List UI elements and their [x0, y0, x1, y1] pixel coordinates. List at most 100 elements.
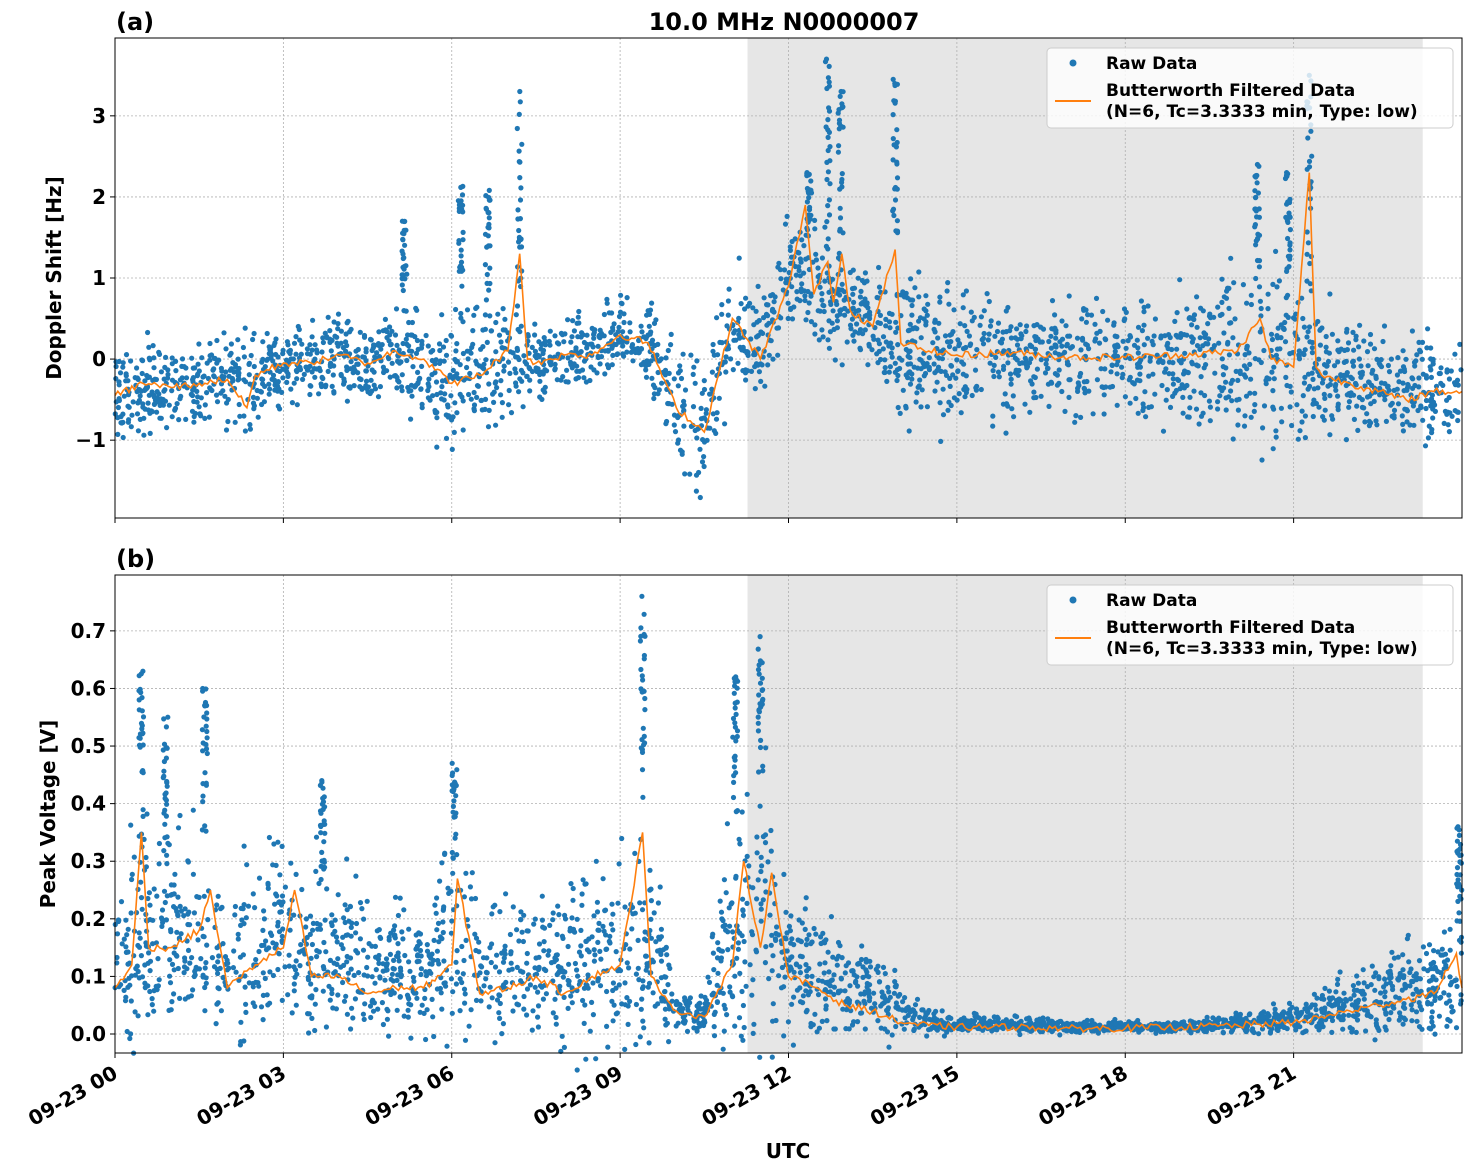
raw-data-point [1411, 422, 1417, 428]
raw-data-point [1247, 1011, 1253, 1017]
raw-data-point [590, 980, 596, 986]
raw-data-point [917, 1014, 923, 1021]
raw-data-point [143, 854, 149, 861]
raw-data-point [758, 854, 764, 861]
raw-data-point [875, 320, 881, 326]
raw-data-point [826, 969, 832, 975]
raw-data-point [1261, 403, 1268, 409]
raw-data-point [372, 980, 378, 986]
raw-data-point [749, 992, 755, 998]
raw-data-point [419, 401, 425, 407]
raw-data-point [799, 920, 805, 926]
raw-data-point [740, 1037, 746, 1043]
raw-data-point [255, 414, 261, 420]
raw-data-point [1432, 408, 1438, 414]
raw-data-point [978, 314, 985, 320]
raw-data-point [1112, 352, 1118, 358]
raw-data-point [471, 389, 477, 396]
raw-data-point [453, 981, 459, 987]
raw-data-point [128, 998, 134, 1004]
raw-data-point [260, 1017, 266, 1023]
raw-data-point [259, 376, 265, 382]
raw-data-point [357, 936, 363, 942]
raw-data-point [401, 227, 407, 233]
raw-data-point [330, 372, 336, 378]
raw-data-point [460, 350, 466, 357]
raw-data-point [597, 361, 603, 367]
raw-data-point [550, 910, 556, 916]
raw-data-point [138, 953, 144, 959]
raw-data-point [494, 952, 500, 958]
raw-data-point [1273, 434, 1279, 440]
raw-data-point [714, 315, 720, 321]
raw-data-point [761, 295, 767, 301]
raw-data-point [558, 330, 565, 336]
raw-data-point [919, 1007, 925, 1013]
raw-data-point [694, 1003, 700, 1009]
raw-data-point [770, 306, 776, 312]
raw-data-point [150, 917, 156, 923]
raw-data-point [926, 355, 932, 361]
raw-data-point [762, 960, 769, 966]
raw-data-point [1447, 926, 1453, 932]
raw-data-point [1152, 391, 1158, 397]
raw-data-point [232, 912, 238, 918]
raw-data-point [918, 357, 924, 363]
raw-data-point [251, 406, 257, 412]
raw-data-point [948, 363, 955, 369]
raw-data-point [308, 383, 314, 389]
raw-data-point [831, 991, 837, 998]
raw-data-point [886, 989, 892, 995]
raw-data-point [236, 401, 242, 408]
raw-data-point [641, 1025, 647, 1031]
raw-data-point [348, 1026, 354, 1032]
raw-data-point [1365, 363, 1371, 369]
raw-data-point [1371, 346, 1378, 352]
raw-data-point [1155, 359, 1162, 365]
raw-data-point [149, 1002, 155, 1008]
raw-data-point [825, 246, 831, 252]
raw-data-point [389, 971, 395, 977]
raw-data-point [715, 970, 721, 976]
raw-data-point [270, 358, 276, 364]
raw-data-point [804, 199, 811, 205]
raw-data-point [747, 300, 753, 306]
raw-data-point [1092, 338, 1098, 344]
raw-data-point [769, 1054, 775, 1060]
raw-data-point [636, 977, 642, 983]
raw-data-point [309, 1015, 315, 1022]
raw-data-point [156, 840, 162, 847]
raw-data-point [396, 379, 402, 385]
raw-data-point [968, 341, 974, 347]
raw-data-point [742, 959, 748, 965]
raw-data-point [163, 354, 169, 360]
raw-data-point [1146, 373, 1152, 379]
raw-data-point [753, 361, 760, 367]
raw-data-point [723, 369, 729, 375]
raw-data-point [1146, 404, 1152, 410]
raw-data-point [583, 379, 590, 385]
raw-data-point [868, 1005, 875, 1011]
raw-data-point [890, 157, 896, 163]
raw-data-point [429, 961, 435, 967]
raw-data-point [837, 215, 844, 221]
raw-data-point [694, 435, 700, 441]
raw-data-point [499, 414, 505, 420]
raw-data-point [1019, 333, 1025, 339]
raw-data-point [1381, 323, 1388, 329]
raw-data-point [826, 108, 833, 114]
raw-data-point [1283, 214, 1289, 220]
raw-data-point [758, 868, 764, 875]
raw-data-point [492, 964, 499, 970]
raw-data-point [456, 199, 463, 205]
raw-data-point [1241, 363, 1247, 369]
raw-data-point [309, 334, 315, 340]
raw-data-point [860, 331, 866, 337]
raw-data-point [1331, 363, 1338, 369]
raw-data-point [128, 910, 134, 916]
raw-data-point [149, 996, 155, 1002]
raw-data-point [1335, 338, 1341, 344]
raw-data-point [1237, 368, 1243, 374]
raw-data-point [797, 970, 804, 976]
raw-data-point [125, 961, 131, 967]
